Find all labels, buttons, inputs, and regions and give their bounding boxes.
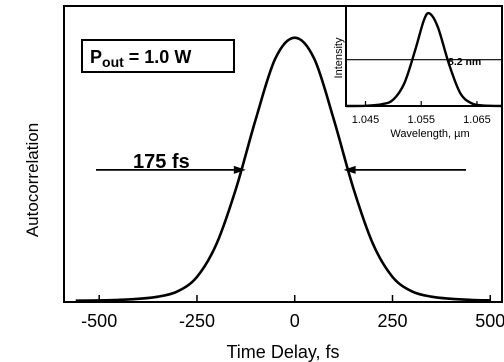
inset-x-tick-label: 1.055 <box>407 114 435 126</box>
y-axis-label: Autocorrelation <box>23 123 42 237</box>
main-plot-frame <box>63 5 503 303</box>
fwhm-left-arrowhead <box>233 165 246 174</box>
inset-x-axis-label: Wavelength, µm <box>390 128 469 140</box>
power-label-box: Pout = 1.0 W <box>81 39 235 73</box>
x-axis-label: Time Delay, fs <box>226 342 339 362</box>
fwhm-annotation: 175 fs <box>96 151 466 174</box>
main-x-ticks <box>98 295 492 302</box>
main-x-tick-labels: -500 -250 0 250 500 <box>81 311 504 331</box>
power-label-p: P <box>90 47 102 67</box>
inset-x-tick-label: 1.065 <box>463 114 491 126</box>
inset-x-ticks <box>364 101 478 106</box>
main-x-tick-label: 500 <box>475 311 504 331</box>
autocorrelation-trace <box>75 36 491 302</box>
svg-text:Pout = 1.0 W: Pout = 1.0 W <box>90 47 191 70</box>
fwhm-right-arrowhead <box>343 165 356 174</box>
fwhm-label: 175 fs <box>133 151 190 173</box>
spectrum-inset: 1.045 1.055 1.065 8.2 nm Intensity Wavelen… <box>333 5 503 140</box>
inset-fwhm-label: 8.2 nm <box>448 56 481 68</box>
main-x-tick-label: 0 <box>290 311 300 331</box>
power-label-subscript: out <box>102 54 124 70</box>
inset-y-axis-label: Intensity <box>333 37 345 78</box>
main-x-tick-label: -250 <box>179 311 215 331</box>
inset-x-tick-labels: 1.045 1.055 1.065 <box>352 114 491 126</box>
power-label-value: = 1.0 W <box>124 47 192 67</box>
inset-x-tick-label: 1.045 <box>352 114 380 126</box>
spectrum-trace <box>345 11 503 108</box>
main-x-tick-label: -500 <box>81 311 117 331</box>
inset-plot-frame <box>345 5 503 107</box>
main-x-tick-label: 250 <box>377 311 407 331</box>
